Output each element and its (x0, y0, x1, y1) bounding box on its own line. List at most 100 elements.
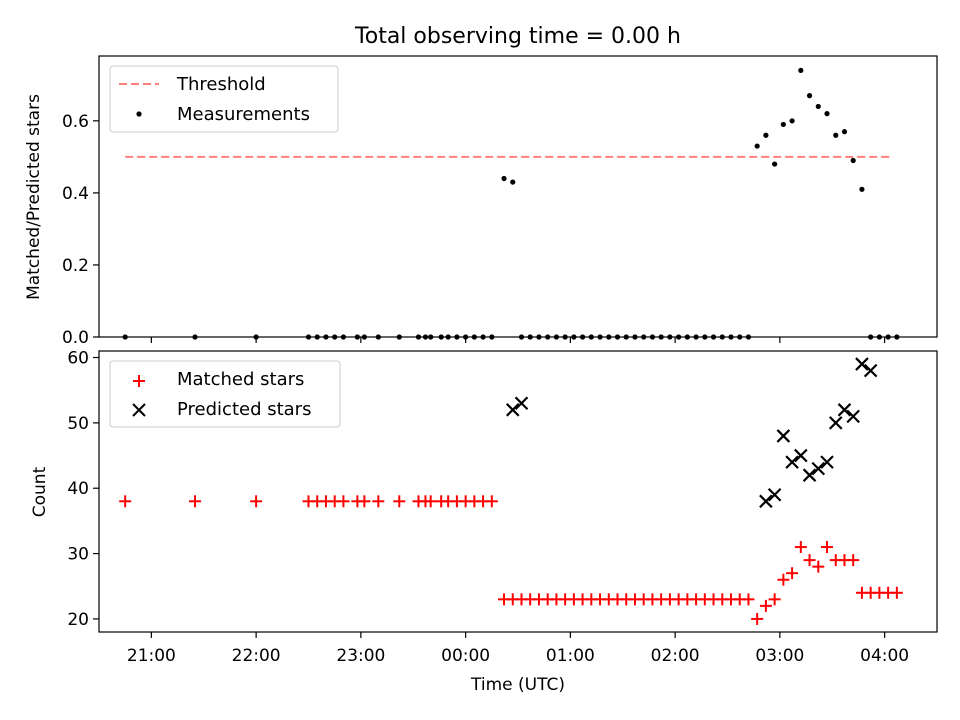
y-tick-label: 0.2 (62, 256, 89, 276)
measurement-point (323, 334, 329, 340)
matched-star-point (794, 541, 807, 554)
measurement-point (824, 111, 830, 117)
matched-star-point (759, 599, 772, 612)
matched-star-point (372, 495, 385, 508)
y-tick-label: 0.6 (62, 112, 89, 132)
predicted-star-point (802, 468, 817, 482)
measurement-point (332, 334, 338, 340)
measurement-point (518, 334, 525, 340)
matched-star-point (485, 495, 498, 508)
matched-star-point (358, 495, 371, 508)
matched-star-point (786, 567, 799, 580)
bottom-legend-box (109, 360, 341, 428)
measurement-point (597, 334, 603, 340)
measurement-point (588, 334, 594, 340)
measurement-point (763, 132, 769, 138)
measurement-point (579, 334, 586, 340)
measurement-point (789, 118, 795, 124)
measurement-point (375, 334, 381, 340)
measurement-point (649, 334, 656, 340)
predicted-star-point (828, 416, 843, 430)
measurement-point (745, 334, 752, 340)
chart-title: Total observing time = 0.00 h (354, 24, 681, 49)
threshold-legend-label: Threshold (176, 74, 266, 95)
matched-star-point (393, 495, 406, 508)
measurement-point (122, 334, 128, 340)
measurement-point (340, 334, 347, 340)
measurements-legend-marker (136, 111, 142, 117)
x-tick-label: 23:00 (336, 646, 385, 666)
predicted-star-point (767, 487, 782, 502)
predicted-star-point (759, 494, 773, 509)
predicted-star-point (776, 429, 791, 443)
measurement-point (885, 334, 891, 340)
measurements-legend-label: Measurements (177, 104, 310, 125)
measurement-point (623, 334, 629, 340)
measurement-point (754, 143, 760, 149)
measurement-point (780, 121, 786, 128)
matched-star-point (250, 495, 263, 508)
measurement-point (868, 334, 874, 340)
x-tick-label: 02:00 (651, 646, 700, 666)
measurement-point (641, 334, 647, 340)
matched-star-point (119, 495, 132, 508)
top-legend-box (109, 65, 339, 133)
measurement-point (632, 334, 638, 340)
top-y-ticks: 0.0 0.2 0.4 0.6 (62, 112, 99, 348)
measurement-point (702, 334, 708, 340)
y-tick-label: 0.0 (62, 328, 89, 348)
matched-star-point (803, 554, 816, 567)
measurement-point (894, 334, 900, 340)
measurement-point (859, 186, 865, 192)
predicted-legend-label: Predicted stars (177, 399, 311, 420)
bottom-x-ticks: 21:00 22:00 23:00 00:00 01:00 02:00 03:00 04:00 (127, 632, 909, 666)
matched-star-point (812, 560, 825, 573)
measurement-point (305, 334, 312, 340)
measurement-point (684, 334, 690, 340)
measurement-point (454, 334, 460, 340)
predicted-legend-marker (132, 403, 146, 417)
measurement-point (833, 132, 839, 138)
matched-legend-marker (133, 375, 145, 387)
measurement-point (438, 334, 444, 340)
x-tick-label: 01:00 (546, 646, 595, 666)
matched-star-point (768, 593, 781, 606)
x-tick-label: 04:00 (860, 646, 909, 666)
x-axis-label: Time (UTC) (470, 675, 565, 695)
matched-star-point (821, 541, 834, 554)
matched-star-point (189, 495, 202, 508)
matched-star-point (751, 612, 764, 625)
measurement-point (798, 67, 804, 74)
matched-star-point (847, 554, 860, 567)
measurement-point (719, 334, 725, 340)
bottom-y-ticks: 20 30 40 50 60 (67, 349, 99, 630)
predicted-star-point (846, 409, 860, 424)
x-tick-label: 00:00 (441, 646, 490, 666)
matched-star-point (742, 593, 755, 606)
measurement-point (667, 334, 673, 340)
measurement-point (676, 334, 682, 340)
bottom-panel: 20 30 40 50 60 21:00 22:00 23:00 00:00 01:00 02:0… (30, 349, 938, 695)
predicted-star-point (811, 461, 826, 476)
measurement-point (361, 334, 367, 340)
predicted-star-point (785, 455, 799, 469)
y-tick-label: 30 (67, 545, 89, 565)
x-tick-label: 03:00 (755, 646, 804, 666)
measurement-point (445, 334, 451, 340)
measurement-point (710, 334, 717, 340)
measurement-point (428, 334, 434, 340)
matched-legend-label: Matched stars (177, 369, 304, 390)
predicted-star-point (505, 403, 520, 417)
measurement-point (658, 334, 664, 340)
measurement-point (480, 334, 486, 340)
measurement-point (614, 334, 621, 340)
bottom-legend: Matched stars Predicted stars (109, 360, 341, 428)
measurement-point (527, 334, 533, 340)
y-tick-label: 20 (67, 610, 89, 630)
measurement-point (422, 334, 429, 340)
measurement-point (553, 334, 560, 340)
measurement-point (536, 334, 542, 340)
predicted-star-point (863, 363, 878, 378)
measurement-point (850, 157, 856, 164)
